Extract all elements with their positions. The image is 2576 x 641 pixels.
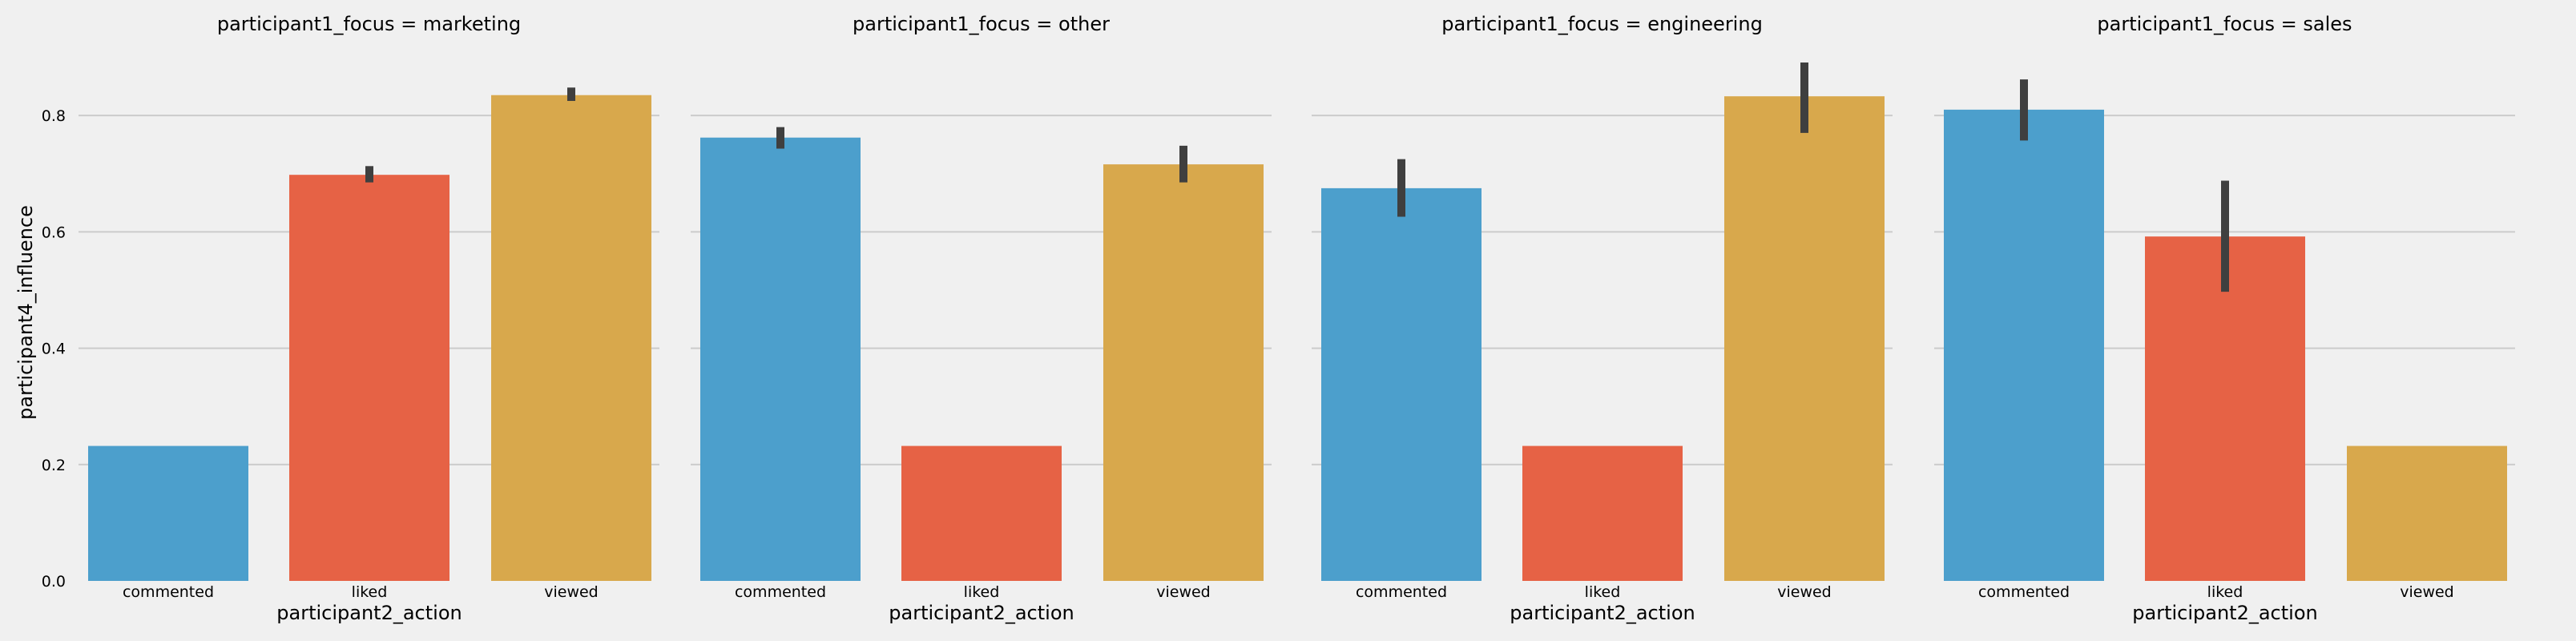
y-tick-label: 0.6	[42, 224, 66, 241]
facet-panel: participant1_focus = engineering commente…	[1312, 13, 1893, 624]
facet-title: participant1_focus = other	[853, 13, 1110, 35]
y-tick-label: 0.0	[42, 573, 66, 591]
x-axis-label: participant2_action	[276, 602, 462, 624]
y-axis-label: participant4_influence	[14, 205, 37, 420]
bar-viewed	[2347, 445, 2507, 581]
x-tick-label: viewed	[1777, 583, 1832, 601]
y-tick-label: 0.4	[42, 341, 66, 358]
x-tick-label: liked	[1585, 583, 1621, 601]
y-tick-label: 0.2	[42, 457, 66, 474]
y-tick-label: 0.8	[42, 107, 66, 125]
bar-liked	[2145, 236, 2305, 581]
x-tick-label: liked	[964, 583, 1000, 601]
bar-liked	[901, 445, 1062, 581]
x-tick-label: liked	[2207, 583, 2243, 601]
facet-panels: participant1_focus = marketing 0.0 0.2 0.4 0…	[42, 13, 2515, 624]
x-tick-label: commented	[123, 583, 214, 601]
bar-liked	[1522, 445, 1683, 581]
x-axis-label: participant2_action	[2132, 602, 2317, 624]
bar-liked	[289, 175, 449, 582]
bar-commented	[1321, 187, 1482, 582]
bar-viewed	[1724, 96, 1885, 582]
x-tick-label: commented	[1978, 583, 2070, 601]
x-tick-label: commented	[1356, 583, 1447, 601]
bar-commented	[700, 137, 861, 581]
x-tick-label: viewed	[1156, 583, 1211, 601]
facet-title: participant1_focus = engineering	[1441, 13, 1763, 35]
x-axis-label: participant2_action	[1510, 602, 1695, 624]
bar-commented	[1944, 109, 2104, 581]
bar-viewed	[1103, 164, 1264, 582]
facet-panel: participant1_focus = marketing 0.0 0.2 0.4 0…	[42, 13, 659, 624]
facet-title: participant1_focus = sales	[2097, 13, 2352, 35]
facet-title: participant1_focus = marketing	[217, 13, 521, 35]
facet-panel: participant1_focus = sales commented liked…	[1934, 13, 2515, 624]
x-tick-label: viewed	[544, 583, 599, 601]
x-tick-label: commented	[735, 583, 826, 601]
bar-commented	[88, 445, 248, 581]
bar-viewed	[491, 95, 651, 581]
x-tick-label: viewed	[2400, 583, 2454, 601]
x-axis-label: participant2_action	[889, 602, 1074, 624]
facet-panel: participant1_focus = other commented liked…	[691, 13, 1272, 624]
x-tick-label: liked	[352, 583, 388, 601]
